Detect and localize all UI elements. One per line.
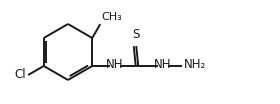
Text: NH: NH	[106, 58, 123, 72]
Text: NH: NH	[153, 58, 171, 72]
Text: NH₂: NH₂	[184, 58, 206, 72]
Text: S: S	[132, 28, 140, 41]
Text: CH₃: CH₃	[101, 12, 122, 22]
Text: Cl: Cl	[15, 69, 26, 82]
